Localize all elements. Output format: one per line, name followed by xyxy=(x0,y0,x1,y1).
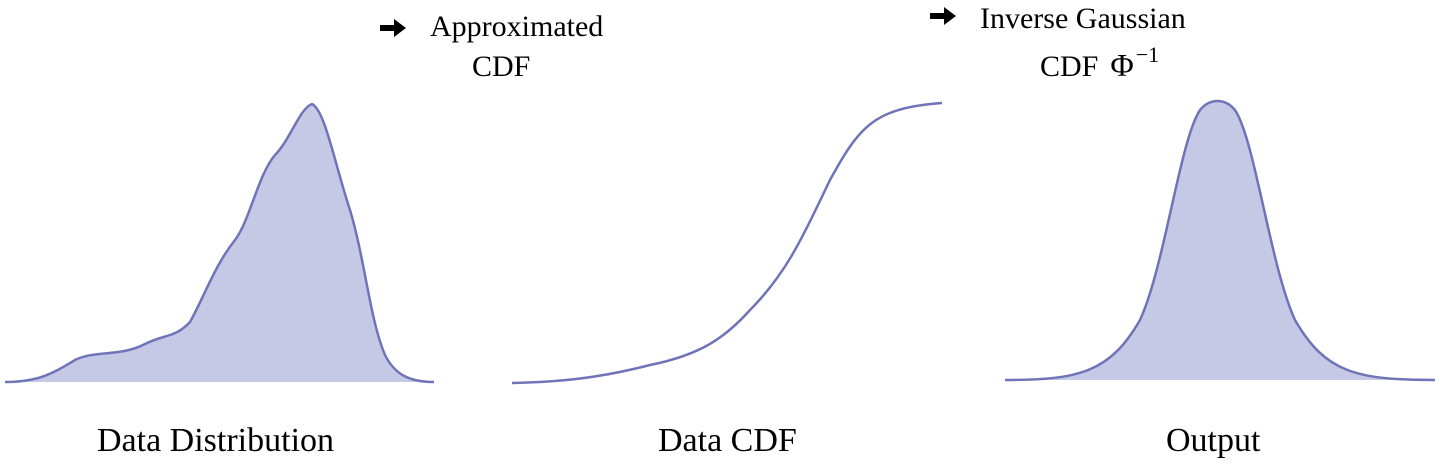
step2-line2: CDF Φ−1 xyxy=(1040,44,1159,82)
step1-line2: CDF xyxy=(472,50,531,83)
output-label: Output xyxy=(1166,422,1261,459)
data-cdf-label: Data CDF xyxy=(658,422,797,459)
right-arrow-icon xyxy=(380,19,406,37)
step2-cdf-text: CDF xyxy=(1040,50,1099,83)
inverse-exponent: −1 xyxy=(1135,42,1160,67)
step2-line1: Inverse Gaussian xyxy=(980,2,1186,35)
data-cdf-curve xyxy=(511,101,943,385)
right-arrow-icon xyxy=(930,7,956,25)
data-distribution-area xyxy=(5,104,434,382)
output-gaussian-curve xyxy=(1004,99,1436,382)
output-gaussian-area xyxy=(1005,101,1435,380)
data-distribution-curve xyxy=(4,102,435,384)
step1-line1: Approximated xyxy=(430,10,604,43)
phi-symbol: Φ xyxy=(1110,47,1134,83)
data-distribution-label: Data Distribution xyxy=(97,422,335,459)
